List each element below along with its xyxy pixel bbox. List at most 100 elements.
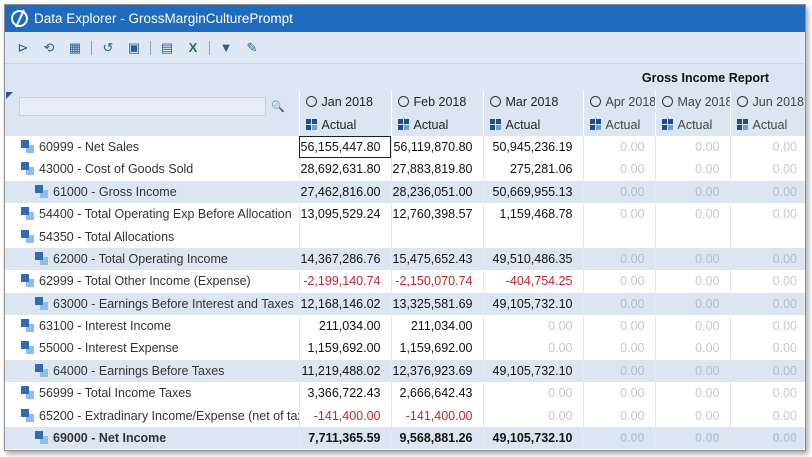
data-cell[interactable]: 49,105,732.10	[482, 292, 583, 315]
data-cell[interactable]: 0.00	[482, 314, 583, 338]
period-header[interactable]: Jun 2018	[729, 91, 805, 114]
data-cell[interactable]: 13,325,581.69	[390, 292, 483, 315]
scenario-header[interactable]: Actual	[390, 113, 483, 136]
data-cell[interactable]: 0.00	[582, 426, 655, 450]
data-cell[interactable]: 1,159,692.00	[390, 337, 483, 360]
row-header[interactable]: 63000 - Earnings Before Interest and Tax…	[5, 292, 299, 315]
data-cell[interactable]: 12,376,923.69	[390, 359, 483, 383]
row-search-input[interactable]	[19, 97, 266, 116]
scenario-header[interactable]: Actual	[298, 113, 391, 136]
data-cell[interactable]: 0.00	[729, 180, 805, 203]
row-header[interactable]: 65200 - Extradinary Income/Expense (net …	[5, 404, 299, 427]
data-cell[interactable]	[582, 225, 655, 248]
data-cell[interactable]: 0.00	[654, 426, 730, 450]
data-cell[interactable]: 3,366,722.43	[298, 382, 391, 405]
data-cell[interactable]: 0.00	[654, 135, 730, 159]
data-cell[interactable]: 0.00	[729, 337, 805, 360]
data-cell[interactable]	[298, 225, 391, 248]
data-cell[interactable]: 0.00	[729, 426, 805, 450]
data-cell[interactable]: 27,462,816.00	[298, 180, 391, 203]
data-cell[interactable]: 0.00	[654, 359, 730, 383]
data-cell[interactable]	[482, 225, 583, 248]
data-cell[interactable]: 1,159,468.78	[482, 202, 583, 226]
undo-icon[interactable]: ↺	[102, 39, 114, 55]
data-cell[interactable]: 0.00	[582, 359, 655, 383]
save-icon[interactable]: ▣	[127, 39, 141, 55]
data-cell[interactable]: 0.00	[729, 202, 805, 226]
row-header[interactable]: 63100 - Interest Income	[5, 314, 299, 338]
data-cell[interactable]: 0.00	[482, 337, 583, 360]
data-cell[interactable]: 211,034.00	[390, 314, 483, 338]
data-cell[interactable]: 28,236,051.00	[390, 180, 483, 203]
data-cell[interactable]: 0.00	[482, 404, 583, 427]
data-cell[interactable]: 0.00	[654, 404, 730, 427]
data-cell[interactable]: -141,400.00	[298, 404, 391, 427]
row-header[interactable]: 54350 - Total Allocations	[5, 225, 299, 248]
scenario-header[interactable]: Actual	[582, 113, 655, 136]
data-cell[interactable]: 0.00	[582, 292, 655, 315]
data-cell[interactable]: 0.00	[582, 158, 655, 181]
data-cell[interactable]: 11,219,488.02	[298, 359, 391, 383]
data-cell[interactable]: 0.00	[729, 382, 805, 405]
data-cell[interactable]: 0.00	[729, 247, 805, 271]
data-cell[interactable]: 0.00	[654, 202, 730, 226]
export-excel-icon[interactable]: X	[188, 40, 198, 55]
filter-icon[interactable]: ▼	[219, 40, 233, 55]
period-header[interactable]: May 2018	[654, 91, 730, 114]
data-cell[interactable]: 12,760,398.57	[390, 202, 483, 226]
data-cell[interactable]: 0.00	[582, 404, 655, 427]
export-pdf-icon[interactable]: ▤	[160, 39, 174, 55]
data-cell[interactable]: 12,168,146.02	[298, 292, 391, 315]
data-cell[interactable]: 0.00	[654, 158, 730, 181]
row-header[interactable]: 43000 - Cost of Goods Sold	[5, 158, 299, 181]
data-cell[interactable]: -2,199,140.74	[298, 270, 391, 293]
data-cell[interactable]: 1,159,692.00	[298, 337, 391, 360]
data-cell[interactable]: 0.00	[729, 158, 805, 181]
data-cell[interactable]: -404,754.25	[482, 270, 583, 293]
row-header[interactable]: 69000 - Net Income	[5, 426, 299, 450]
data-cell[interactable]: 49,510,486.35	[482, 247, 583, 271]
data-cell[interactable]: 49,105,732.10	[482, 359, 583, 383]
data-cell[interactable]: 28,692,631.80	[298, 158, 391, 181]
data-cell[interactable]: 0.00	[729, 314, 805, 338]
data-cell[interactable]: 0.00	[582, 202, 655, 226]
data-cell[interactable]	[729, 225, 805, 248]
data-cell[interactable]: 50,945,236.19	[482, 135, 583, 159]
row-header[interactable]: 62000 - Total Operating Income	[5, 247, 299, 271]
run-icon[interactable]: ⊳	[17, 39, 29, 55]
scenario-header[interactable]: Actual	[654, 113, 730, 136]
data-cell[interactable]: 0.00	[654, 180, 730, 203]
data-cell[interactable]: 14,367,286.76	[298, 247, 391, 271]
edit-icon[interactable]: ✎	[246, 39, 258, 55]
row-header[interactable]: 56999 - Total Income Taxes	[5, 382, 299, 405]
data-cell[interactable]: 7,711,365.59	[298, 426, 391, 450]
row-header[interactable]: 54400 - Total Operating Exp Before Alloc…	[5, 202, 299, 226]
row-header[interactable]: 61000 - Gross Income	[5, 180, 299, 203]
period-header[interactable]: Apr 2018	[582, 91, 655, 114]
data-cell[interactable]: 0.00	[654, 382, 730, 405]
data-cell[interactable]: 0.00	[582, 270, 655, 293]
binoculars-icon[interactable]: 🔍	[271, 101, 285, 113]
data-cell[interactable]: 0.00	[729, 292, 805, 315]
data-cell[interactable]: 0.00	[729, 135, 805, 159]
data-cell[interactable]: -2,150,070.74	[390, 270, 483, 293]
data-cell[interactable]: 0.00	[582, 180, 655, 203]
calculator-icon[interactable]: ▦	[68, 39, 82, 55]
data-cell[interactable]: 56,155,447.80	[298, 135, 391, 159]
period-header[interactable]: Mar 2018	[482, 91, 583, 114]
data-cell[interactable]: 0.00	[582, 247, 655, 271]
period-header[interactable]: Jan 2018	[298, 91, 391, 114]
data-cell[interactable]: 15,475,652.43	[390, 247, 483, 271]
period-header[interactable]: Feb 2018	[390, 91, 483, 114]
data-cell[interactable]: 0.00	[729, 270, 805, 293]
data-cell[interactable]: 49,105,732.10	[482, 426, 583, 450]
row-header[interactable]: 62999 - Total Other Income (Expense)	[5, 270, 299, 293]
refresh-data-icon[interactable]: ⟲	[43, 39, 55, 55]
data-cell[interactable]: 0.00	[654, 314, 730, 338]
data-cell[interactable]: 50,669,955.13	[482, 180, 583, 203]
row-header[interactable]: 55000 - Interest Expense	[5, 337, 299, 360]
data-cell[interactable]: 211,034.00	[298, 314, 391, 338]
data-cell[interactable]: 0.00	[729, 404, 805, 427]
data-cell[interactable]: 0.00	[654, 337, 730, 360]
row-header[interactable]: 60999 - Net Sales	[5, 135, 299, 159]
